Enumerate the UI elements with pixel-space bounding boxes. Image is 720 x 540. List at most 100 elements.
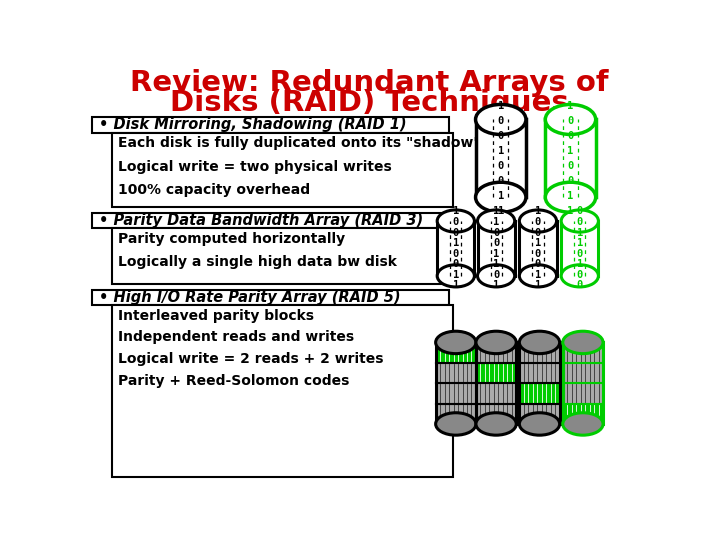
Text: 1: 1 [567, 101, 574, 111]
Text: 0: 0 [498, 116, 504, 126]
Text: 0: 0 [493, 238, 499, 248]
Text: 1: 1 [577, 259, 583, 269]
Text: 1: 1 [567, 191, 574, 201]
Text: • Parity Data Bandwidth Array (RAID 3): • Parity Data Bandwidth Array (RAID 3) [99, 213, 423, 228]
Ellipse shape [436, 331, 476, 354]
Text: 1: 1 [493, 259, 499, 269]
Text: 0: 0 [567, 161, 574, 171]
Text: 0: 0 [498, 161, 504, 171]
Ellipse shape [477, 210, 515, 232]
Text: 0: 0 [577, 270, 583, 280]
Text: 1: 1 [453, 238, 459, 248]
Text: 0: 0 [493, 227, 499, 238]
Bar [112, 228, 453, 284]
Bar [92, 213, 449, 228]
Text: Review: Redundant Arrays of: Review: Redundant Arrays of [130, 69, 608, 97]
Text: Independent reads and writes: Independent reads and writes [118, 330, 354, 345]
Ellipse shape [519, 331, 559, 354]
Text: 1: 1 [535, 280, 541, 291]
Text: 1: 1 [453, 206, 459, 217]
Bar [476, 403, 516, 424]
Text: 0: 0 [577, 217, 583, 227]
Text: Parity computed horizontally: Parity computed horizontally [118, 232, 345, 246]
Ellipse shape [477, 265, 515, 287]
Ellipse shape [545, 104, 595, 134]
Ellipse shape [563, 331, 603, 354]
Text: Logical write = two physical writes: Logical write = two physical writes [118, 159, 392, 173]
Text: 1: 1 [498, 101, 504, 111]
Text: 0: 0 [535, 217, 541, 227]
Bar [519, 363, 559, 383]
Bar [519, 383, 559, 403]
Ellipse shape [561, 265, 598, 287]
Text: • Disk Mirroring, Shadowing (RAID 1): • Disk Mirroring, Shadowing (RAID 1) [99, 117, 407, 132]
Text: 0: 0 [567, 176, 574, 186]
Bar [563, 403, 603, 424]
Text: Interleaved parity blocks: Interleaved parity blocks [118, 309, 314, 323]
Text: 1: 1 [567, 146, 574, 156]
Text: Disks (RAID) Techniques: Disks (RAID) Techniques [170, 90, 568, 117]
Text: 0: 0 [453, 259, 459, 269]
Text: 1: 1 [498, 146, 504, 156]
Ellipse shape [437, 210, 474, 232]
Bar [563, 342, 603, 363]
Bar [437, 221, 474, 276]
Bar [519, 221, 557, 276]
Bar [92, 117, 449, 132]
Bar [476, 342, 516, 363]
Bar [561, 221, 598, 276]
Text: • High I/O Rate Parity Array (RAID 5): • High I/O Rate Parity Array (RAID 5) [99, 290, 401, 305]
Bar [563, 363, 603, 383]
Bar [563, 383, 603, 403]
Text: 0: 0 [453, 227, 459, 238]
Text: 0: 0 [453, 217, 459, 227]
Ellipse shape [476, 331, 516, 354]
Text: 0: 0 [535, 259, 541, 269]
Text: 1: 1 [493, 249, 499, 259]
Ellipse shape [476, 182, 526, 212]
Text: 0: 0 [567, 131, 574, 141]
Bar [112, 132, 453, 207]
Bar [476, 363, 516, 383]
Bar [545, 119, 595, 197]
Text: 1: 1 [498, 191, 504, 201]
Bar [92, 289, 449, 305]
Text: Parity + Reed-Solomon codes: Parity + Reed-Solomon codes [118, 374, 349, 388]
Bar [112, 305, 453, 477]
Bar [519, 403, 559, 424]
Text: Logically a single high data bw disk: Logically a single high data bw disk [118, 255, 397, 269]
Text: 1: 1 [577, 238, 583, 248]
Ellipse shape [437, 265, 474, 287]
Text: 0: 0 [577, 249, 583, 259]
Text: 1: 1 [493, 217, 499, 227]
Text: 0: 0 [493, 270, 499, 280]
Bar [436, 363, 476, 383]
Bar [519, 342, 559, 363]
Bar [436, 342, 476, 363]
Text: 0: 0 [498, 131, 504, 141]
Text: 1: 1 [577, 227, 583, 238]
Bar [477, 221, 515, 276]
Text: 1: 1 [535, 206, 541, 217]
Bar [436, 383, 476, 403]
Text: 1: 1 [493, 206, 499, 217]
Text: 0: 0 [567, 116, 574, 126]
Text: 100% capacity overhead: 100% capacity overhead [118, 183, 310, 197]
Ellipse shape [519, 413, 559, 435]
Bar [436, 403, 476, 424]
Text: 1: 1 [453, 280, 459, 291]
Text: 0: 0 [535, 249, 541, 259]
Text: 1: 1 [535, 270, 541, 280]
Bar [476, 119, 526, 197]
Text: 0: 0 [577, 206, 583, 217]
Ellipse shape [476, 104, 526, 134]
Text: 0: 0 [535, 227, 541, 238]
Ellipse shape [519, 265, 557, 287]
Bar [476, 383, 516, 403]
Ellipse shape [476, 413, 516, 435]
Text: Each disk is fully duplicated onto its "shadow": Each disk is fully duplicated onto its "… [118, 137, 481, 151]
Text: Logical write = 2 reads + 2 writes: Logical write = 2 reads + 2 writes [118, 352, 383, 366]
Ellipse shape [545, 182, 595, 212]
Ellipse shape [519, 210, 557, 232]
Ellipse shape [563, 413, 603, 435]
